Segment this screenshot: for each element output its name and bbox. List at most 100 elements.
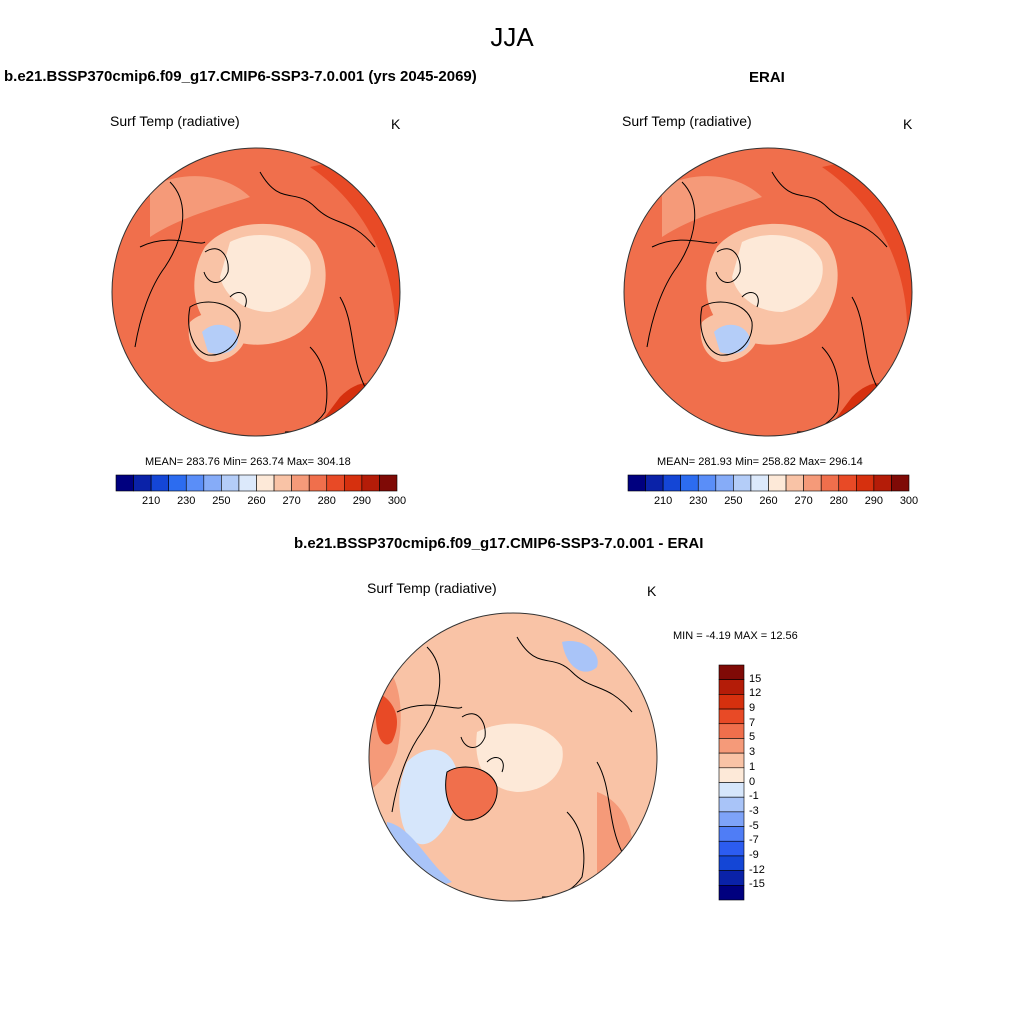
colorbar-swatch (891, 474, 910, 492)
colorbar-swatch (273, 474, 292, 492)
greenland-coastline (445, 766, 498, 821)
polar-map-model (111, 147, 401, 437)
colorbar-swatch (256, 474, 275, 492)
mild-zone (150, 176, 250, 237)
colorbar-swatch (308, 474, 328, 492)
coastline (715, 248, 741, 283)
mild-zone (662, 176, 762, 237)
variable-label-erai: Surf Temp (radiative) (622, 113, 752, 129)
coastline (391, 646, 441, 813)
colorbar-swatch (715, 474, 734, 492)
colorbar-tick-label: -7 (749, 834, 759, 847)
colorbar-swatch (718, 826, 745, 842)
arctic-core (220, 234, 311, 312)
colorbar-swatch (291, 474, 310, 492)
map-boundary (368, 612, 658, 902)
colorbar-swatch (133, 474, 152, 492)
colorbar-tick-label: 230 (689, 495, 708, 507)
colorbar-tick-label: -12 (749, 863, 765, 876)
colorbar-swatch (718, 694, 745, 710)
colorbar-swatch (803, 474, 822, 492)
colorbar-tick-label: 280 (317, 495, 336, 507)
colorbar-tick-label: -15 (749, 878, 765, 891)
map-boundary (623, 147, 913, 437)
warm-zone (260, 148, 400, 436)
colorbar-tick-label: 260 (247, 495, 266, 507)
coastline (651, 239, 718, 248)
coastline (229, 292, 247, 308)
panel-title-diff: b.e21.BSSP370cmip6.f09_g17.CMIP6-SSP3-7.… (294, 535, 704, 552)
units-label-model: K (391, 116, 401, 132)
colorbar-swatch (326, 474, 345, 492)
colorbar-swatch (785, 474, 804, 492)
panel-title-model: b.e21.BSSP370cmip6.f09_g17.CMIP6-SSP3-7.… (4, 68, 477, 85)
colorbar-tick-label: 290 (864, 495, 884, 507)
colorbar-swatch (718, 855, 745, 871)
colorbar-swatch (718, 885, 745, 901)
hot-zone (375, 692, 397, 745)
units-label-erai: K (903, 116, 913, 132)
colorbar-tick-label: 290 (352, 495, 372, 507)
colorbar-swatch (645, 474, 664, 492)
colorbar-swatch (718, 752, 745, 769)
variable-label-model: Surf Temp (radiative) (110, 113, 240, 129)
cool-patch (562, 641, 598, 672)
units-label-diff: K (647, 583, 657, 599)
greenland-coastline (188, 301, 241, 356)
arctic-ocean (476, 723, 563, 792)
colorbar-swatch (718, 738, 745, 754)
colorbar-swatch (221, 474, 240, 492)
colorbar-swatch (718, 723, 745, 739)
coastline (139, 239, 206, 248)
stats-diff: MIN = -4.19 MAX = 12.56 (673, 630, 798, 642)
cool-zone (399, 749, 459, 845)
greenland-warm (445, 767, 498, 821)
colorbar-swatch (750, 474, 769, 492)
colorbar-swatch (150, 474, 169, 492)
colorbar-tick-label: 210 (141, 495, 161, 507)
season-title: JJA (490, 22, 534, 52)
colorbar-swatch (185, 474, 205, 492)
stats-erai: MEAN= 281.93 Min= 258.82 Max= 296.14 (657, 456, 863, 468)
greenland-ice (202, 324, 238, 354)
colorbar-swatch (379, 474, 398, 492)
panel-title-erai: ERAI (749, 69, 785, 86)
colorbar-swatch (203, 474, 222, 492)
colorbar-tick-label: -5 (749, 819, 759, 832)
colorbar-swatch (873, 474, 892, 492)
colorbar-swatch (238, 474, 257, 492)
colorbar-tick-label: 260 (759, 495, 778, 507)
colorbar-swatch (115, 474, 134, 492)
colorbar-swatch (718, 664, 745, 680)
coastline (460, 713, 486, 748)
polar-map-erai (623, 147, 913, 437)
colorbar-swatch (768, 474, 787, 492)
map-boundary (111, 147, 401, 437)
colorbar-tick-label: 1 (749, 760, 756, 773)
warm-zone (772, 148, 912, 436)
colorbar-swatch (718, 796, 745, 813)
colorbar-model (115, 474, 398, 492)
colorbar-swatch (718, 840, 745, 857)
colorbar-swatch (697, 474, 717, 492)
colorbar-tick-label: 0 (749, 775, 756, 788)
colorbar-tick-label: 15 (749, 672, 762, 685)
coastline (259, 171, 376, 248)
coastline (771, 171, 888, 248)
colorbar-diff (718, 664, 745, 901)
colorbar-tick-label: -3 (749, 804, 759, 817)
colorbar-tick-label: 230 (177, 495, 196, 507)
colorbar-erai (627, 474, 910, 492)
colorbar-swatch (627, 474, 646, 492)
colorbar-swatch (718, 870, 745, 886)
colorbar-tick-label: 7 (749, 716, 756, 729)
coastline (396, 704, 463, 713)
colorbar-swatch (361, 474, 380, 492)
colorbar-tick-label: 280 (829, 495, 848, 507)
colorbar-tick-label: 5 (749, 731, 756, 744)
coastline (646, 181, 696, 348)
colorbar-swatch (168, 474, 187, 492)
colorbar-swatch (718, 811, 745, 827)
variable-label-diff: Surf Temp (radiative) (367, 580, 497, 596)
colorbar-swatch (856, 474, 875, 492)
